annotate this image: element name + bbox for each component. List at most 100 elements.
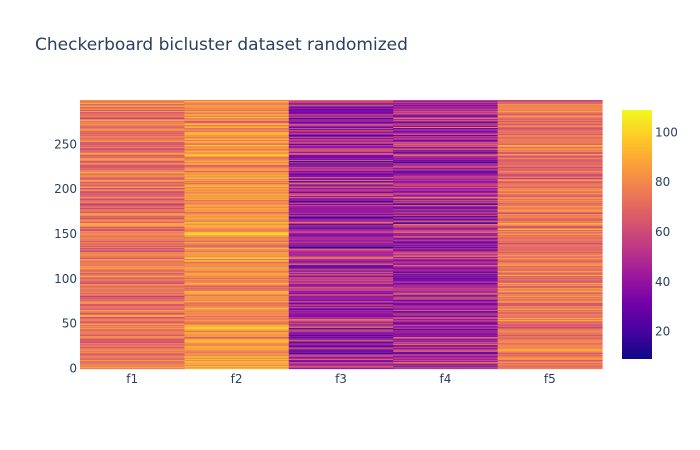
- heatmap-cell: [80, 119, 185, 121]
- heatmap-cell: [497, 232, 603, 234]
- heatmap-cell: [393, 161, 499, 163]
- heatmap-cell: [393, 302, 499, 304]
- heatmap-cell: [288, 247, 394, 249]
- heatmap-cell: [393, 284, 499, 286]
- heatmap-cell: [288, 162, 394, 164]
- heatmap-cell: [80, 323, 185, 325]
- heatmap-cell: [184, 195, 290, 197]
- heatmap-cell: [497, 274, 603, 276]
- heatmap-cell: [497, 247, 603, 249]
- heatmap-cell: [497, 251, 603, 253]
- heatmap-cell: [393, 254, 499, 256]
- heatmap-cell: [497, 148, 603, 150]
- heatmap-cell: [288, 234, 394, 236]
- heatmap-cell: [393, 230, 499, 232]
- heatmap-cell: [288, 182, 394, 184]
- heatmap-cell: [184, 178, 290, 180]
- heatmap-cell: [80, 247, 185, 249]
- heatmap-cell: [288, 316, 394, 318]
- heatmap-cell: [288, 264, 394, 267]
- heatmap-cell: [288, 288, 394, 290]
- heatmap-cell: [288, 253, 394, 255]
- heatmap-cell: [497, 119, 603, 121]
- heatmap-cell: [393, 256, 499, 258]
- heatmap-cell: [184, 352, 290, 354]
- heatmap-cell: [80, 268, 185, 270]
- heatmap-cell: [497, 169, 603, 171]
- heatmap-cell: [497, 146, 603, 148]
- heatmap-cell: [184, 119, 290, 121]
- heatmap-cell: [393, 177, 499, 179]
- heatmap-cell: [393, 285, 499, 287]
- heatmap-cell: [393, 131, 499, 133]
- heatmap-cell: [184, 150, 290, 152]
- heatmap-cell: [497, 362, 603, 364]
- heatmap-cell: [184, 151, 290, 153]
- heatmap-cell: [393, 329, 499, 331]
- heatmap-cell: [80, 251, 185, 253]
- heatmap-cell: [184, 143, 290, 145]
- heatmap-cell: [393, 299, 499, 301]
- heatmap-cell: [80, 185, 185, 187]
- heatmap-cell: [184, 107, 290, 109]
- heatmap-cell: [184, 359, 290, 361]
- heatmap-cell: [497, 353, 603, 355]
- heatmap-cell: [80, 351, 185, 354]
- heatmap-cell: [497, 215, 603, 217]
- heatmap-cell: [80, 265, 185, 267]
- heatmap-cell: [393, 344, 499, 346]
- heatmap-cell: [184, 161, 290, 163]
- heatmap-cell: [184, 153, 290, 155]
- heatmap-cell: [184, 322, 290, 324]
- heatmap-cell: [393, 290, 499, 292]
- heatmap-cell: [80, 256, 185, 258]
- heatmap-cell: [184, 208, 290, 210]
- heatmap-cell: [80, 179, 185, 181]
- heatmap-cell: [497, 117, 603, 119]
- heatmap-cell: [393, 221, 499, 223]
- heatmap-cell: [80, 281, 185, 283]
- heatmap-cell: [288, 199, 394, 201]
- heatmap-cell: [288, 351, 394, 353]
- heatmap-cell: [184, 185, 290, 187]
- heatmap-cell: [497, 258, 603, 260]
- heatmap-cell: [288, 149, 394, 151]
- heatmap-cell: [288, 114, 394, 116]
- heatmap-cell: [288, 215, 394, 217]
- heatmap-cell: [80, 160, 185, 162]
- heatmap-cell: [497, 169, 603, 171]
- heatmap-cell: [288, 187, 394, 189]
- heatmap-cell: [184, 282, 290, 284]
- heatmap-cell: [288, 222, 394, 224]
- heatmap-cell: [288, 165, 394, 167]
- heatmap-cell: [80, 227, 185, 229]
- heatmap-cell: [497, 191, 603, 193]
- heatmap-cell: [80, 199, 185, 201]
- heatmap-cell: [288, 236, 394, 238]
- heatmap-cell: [184, 104, 290, 106]
- heatmap-cell: [80, 256, 185, 258]
- heatmap-cell: [393, 266, 499, 268]
- heatmap-cell: [184, 338, 290, 340]
- heatmap-cell: [497, 212, 603, 215]
- heatmap-cell: [80, 257, 185, 259]
- heatmap-cell: [393, 365, 499, 367]
- heatmap-cell: [184, 351, 290, 354]
- heatmap-cell: [80, 286, 185, 288]
- heatmap-cell: [288, 160, 394, 163]
- heatmap-cell: [288, 230, 394, 232]
- heatmap-cell: [393, 151, 499, 153]
- heatmap-cell: [80, 183, 185, 185]
- heatmap-cell: [80, 355, 185, 357]
- heatmap-cell: [80, 244, 185, 246]
- heatmap-cell: [393, 269, 499, 271]
- heatmap-cell: [393, 297, 499, 299]
- heatmap-cell: [497, 160, 603, 162]
- heatmap-cell: [393, 264, 499, 266]
- heatmap-cell: [80, 213, 185, 215]
- heatmap-cell: [497, 354, 603, 356]
- heatmap-cell: [288, 211, 394, 213]
- heatmap-cell: [80, 181, 185, 183]
- heatmap-cell: [184, 116, 290, 118]
